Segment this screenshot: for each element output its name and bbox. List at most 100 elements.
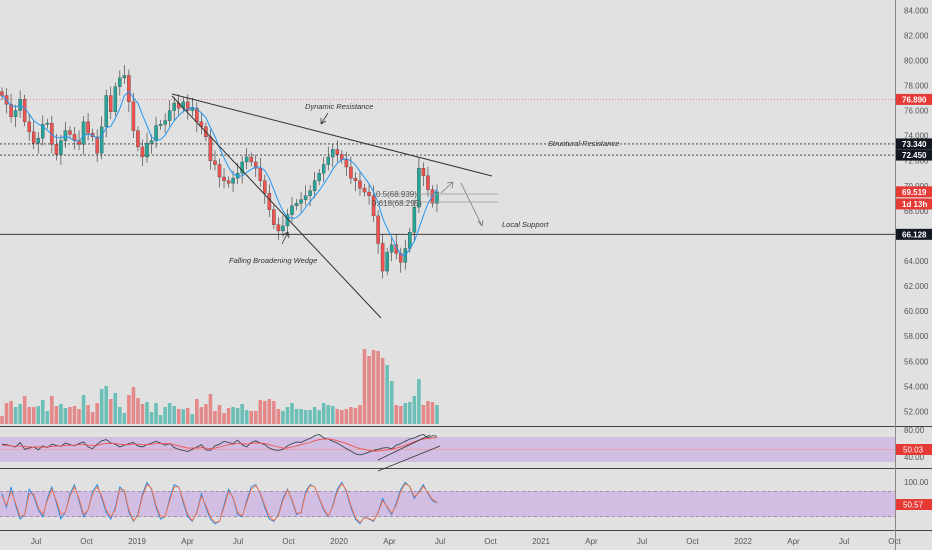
volume-bar [195,399,199,424]
volume-bar [131,387,136,424]
volume-bar [72,406,77,424]
candle-body [408,232,412,249]
candle-body [122,75,127,79]
volume-bar [0,416,4,424]
fib-retracement[interactable]: 0.5(68.939) 0.618(68.295) [372,190,498,208]
volume-bar [244,410,249,424]
volume-bar [403,403,408,424]
stoch-line [1,482,438,523]
annotation-arrow-dynamic [320,112,329,125]
volume-bar [145,402,149,424]
price-labels: 76.890 73.340 72.450 69.519 1d 13h 66.128 [896,93,932,240]
volume-bar [371,350,376,424]
candle-body [421,168,426,176]
volume-bar [208,394,213,424]
rsi-trendline-upper[interactable] [377,434,431,461]
drawing-tools[interactable] [171,93,493,319]
price-axis-tick: 74.000 [904,132,929,141]
time-axis-tick: Jul [637,537,647,546]
price-axis-tick: 68.000 [904,207,929,216]
volume-bar [68,407,72,424]
volume-bar [140,404,145,424]
price-label-box [896,198,932,210]
volume-bar [204,404,208,424]
wedge-lower-line[interactable] [171,95,382,319]
time-axis-tick: Oct [282,537,295,546]
rsi-axis-tick-40: 40.00 [904,453,925,462]
annotation-dynamic-resistance: Dynamic Resistance [305,102,373,111]
volume-bar [231,407,235,424]
volume-bar [18,404,22,424]
volume-bar [253,411,258,424]
volume-bar [108,399,113,424]
price-axis-tick: 52.000 [904,407,929,416]
price-axis-tick: 72.000 [904,157,929,166]
volume-bar [136,398,140,424]
candle-body [272,209,276,225]
volume-bar [285,407,290,424]
candle-body [249,156,253,163]
price-label-box [896,138,932,150]
volume-bar [104,386,109,424]
volume-bar [294,409,299,424]
volume-bar [226,408,231,424]
volume-bar [389,381,394,424]
price-axis-tick: 76.000 [904,107,929,116]
candle-body [22,99,27,123]
stoch-value-text: 50.57 [903,501,924,510]
price-axis-tick: 60.000 [904,307,929,316]
candle-body [109,95,113,112]
candle-body [45,122,50,125]
volume-bar [199,407,204,424]
candle-body [367,191,371,196]
candle-body [63,130,68,141]
volume-bar [426,401,430,424]
price-axis-tick: 62.000 [904,282,929,291]
rsi-trendlines[interactable] [377,434,441,472]
volume-bar [344,409,349,424]
volume-bar [340,410,344,424]
fib-level-0-5: 0.5(68.939) [376,190,417,199]
price-label-box [896,149,932,161]
candle-body [240,161,244,174]
time-axis-tick: Oct [484,537,497,546]
stoch-axis-tick-100: 100.00 [904,478,929,487]
candle-body [253,161,258,169]
time-axis-tick: Oct [686,537,699,546]
candle-body [281,225,285,232]
annotation-falling-broadening-wedge: Falling Broadening Wedge [229,256,317,265]
time-axis-tick: 2020 [330,537,348,546]
candle-body [389,244,394,253]
candle-body [244,156,249,163]
volume-bar [321,403,326,424]
volume-bar [358,405,362,424]
candle-body [167,110,172,121]
time-axis[interactable]: Jul Oct 2019 Apr Jul Oct 2020 Apr Jul Oct 2021 Apr J… [31,537,902,546]
time-axis-tick: Jul [31,537,41,546]
volume-bar [158,415,163,424]
volume-bar [376,351,380,424]
time-axis-tick: 2022 [734,537,752,546]
candle-body [118,77,122,87]
volume-bar [312,407,317,424]
volume-bar [113,393,118,424]
price-axis-tick: 58.000 [904,332,929,341]
annotation-structural-resistance: Structural Resistance [548,139,619,148]
volume-bar [408,402,412,424]
price-label-text: 73.340 [902,140,927,149]
dynamic-resistance-line[interactable] [171,93,493,177]
candle-body [371,195,376,217]
time-axis-tick: Apr [181,537,194,546]
candle-body [54,144,59,155]
candle-body [213,160,217,165]
candle-body [380,243,385,272]
price-label-text: 66.128 [902,230,927,239]
volume-bar [118,407,122,424]
candle-body [385,252,389,272]
fib-level-0-618: 0.618(68.295) [372,199,422,208]
rsi-trendline-lower[interactable] [377,445,441,472]
time-axis-tick: Jul [839,537,849,546]
candle-body [95,136,99,154]
volume-bar [281,411,285,424]
